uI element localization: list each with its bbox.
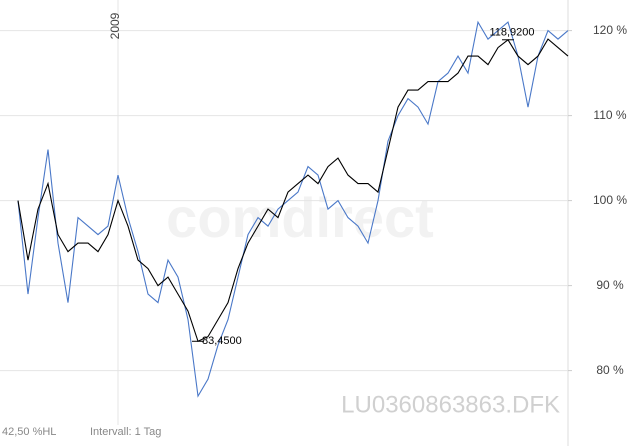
symbol-label: LU0360863863.DFK (341, 391, 560, 418)
y-tick-label: 80 % (596, 363, 624, 377)
x-tick-label: 2009 (108, 12, 122, 39)
y-tick-label: 120 % (593, 23, 627, 37)
annotation-label: 83,4500 (202, 335, 242, 347)
y-tick-label: 90 % (596, 278, 624, 292)
series-line (17, 20, 569, 398)
series-line (17, 38, 569, 343)
plot-area (0, 0, 568, 425)
y-tick-label: 100 % (593, 193, 627, 207)
interval-label: Intervall: 1 Tag (90, 426, 161, 438)
y-tick-label: 110 % (593, 108, 626, 122)
annotation-label: 118,9200 (489, 27, 534, 39)
range-label: 42,50 %HL (2, 426, 56, 438)
watermark: comdirect (166, 186, 434, 249)
